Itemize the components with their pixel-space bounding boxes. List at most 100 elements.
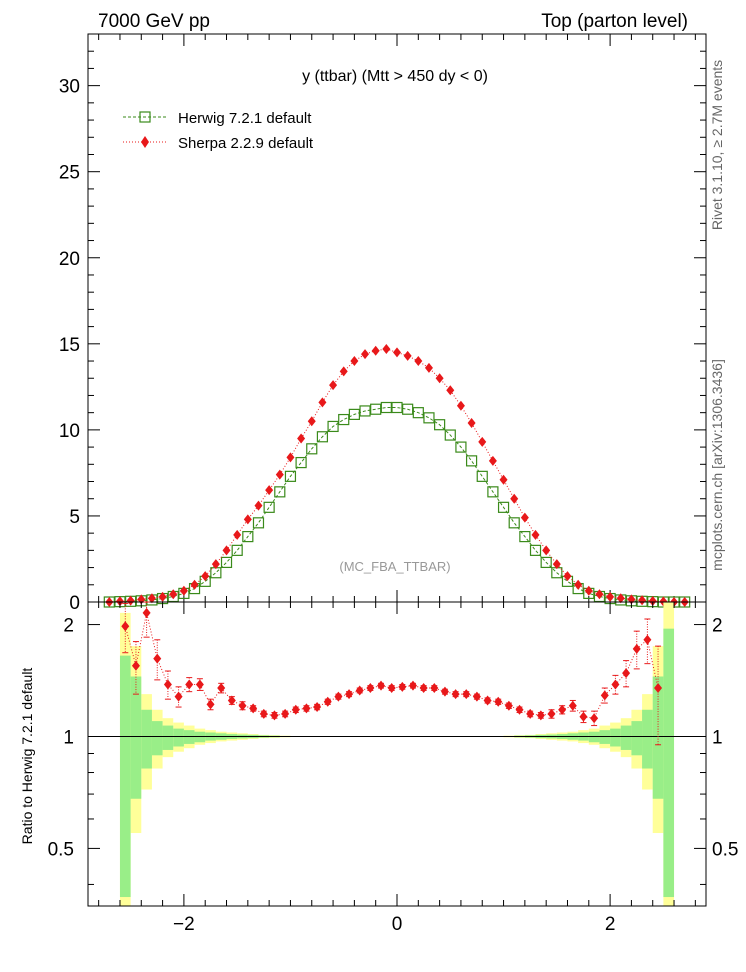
ratio-sherpa-data-point (323, 696, 332, 707)
sherpa-data-point (286, 452, 295, 463)
mcplots-side-label: mcplots.cern.ch [arXiv:1306.3436] (709, 359, 725, 571)
sherpa-data-point (574, 579, 583, 590)
sherpa-data-point (403, 350, 412, 361)
sherpa-data-point (265, 485, 274, 496)
ratio-sherpa-data-point (249, 703, 258, 714)
ratio-sherpa-data-point (504, 700, 513, 711)
ratio-sherpa-data-point (451, 689, 460, 700)
ratio-x-tick-label: 2 (605, 914, 616, 935)
sherpa-data-point (478, 436, 487, 447)
sherpa-data-point (467, 417, 476, 428)
herwig-data-point (242, 530, 254, 543)
ratio-sherpa-data-point (259, 708, 268, 719)
main-panel: 0 5 10 15 20 25 30 (59, 33, 707, 614)
sherpa-data-point (329, 380, 338, 391)
ratio-sherpa-data-point (654, 683, 663, 694)
sherpa-data-point (488, 455, 497, 466)
ratio-sherpa-data-point (430, 683, 439, 694)
sherpa-data-point (158, 591, 167, 602)
ratio-y-tick-label-right: 1 (712, 727, 723, 748)
ratio-sherpa-data-point (163, 679, 172, 690)
sherpa-data-point (222, 545, 231, 556)
main-axis-ticks: 0 5 10 15 20 25 30 (59, 33, 706, 614)
legend-marker-sherpa (141, 136, 149, 148)
sherpa-data-point (435, 373, 444, 384)
ratio-sherpa-data-point (643, 634, 652, 645)
ratio-sherpa-data-point (206, 699, 215, 710)
ratio-band-green-bin (620, 725, 632, 750)
sherpa-data-point (542, 545, 551, 556)
sherpa-data-point (520, 512, 529, 523)
herwig-data-point (412, 407, 424, 419)
main-y-tick-label: 0 (69, 593, 80, 614)
herwig-data-point (359, 405, 371, 417)
ratio-sherpa-data-point (494, 696, 503, 707)
main-y-tick-label: 20 (59, 249, 80, 270)
ratio-sherpa-data-point (408, 680, 417, 691)
ratio-sherpa-data-point (472, 691, 481, 702)
ratio-sherpa-data-point (579, 711, 588, 722)
ratio-x-tick-label: 0 (392, 914, 403, 935)
ratio-sherpa-data-point (302, 703, 311, 714)
ratio-sherpa-data-point (291, 704, 300, 715)
herwig-data-point (455, 441, 467, 453)
ratio-y-tick-label-right: 2 (712, 616, 723, 637)
main-y-tick-label: 10 (59, 421, 80, 442)
ratio-sherpa-data-point (440, 686, 449, 697)
ratio-sherpa-data-point (632, 643, 641, 654)
main-y-tick-label: 5 (69, 507, 80, 528)
herwig-data-point (263, 501, 275, 513)
herwig-data-point (476, 470, 488, 482)
main-chart-title: y (ttbar) (Mtt > 450 dy < 0) (302, 68, 488, 85)
ratio-sherpa-data-point (622, 668, 631, 679)
ratio-sherpa-data-point (281, 708, 290, 719)
ratio-y-tick-label: 0.5 (48, 839, 74, 860)
sherpa-data-point (552, 559, 561, 570)
chart-watermark: (MC_FBA_TTBAR) (339, 559, 450, 574)
ratio-band-green-bin (130, 676, 142, 799)
main-y-tick-label: 25 (59, 163, 80, 184)
ratio-band-green-bin (642, 709, 653, 769)
sherpa-data-point (371, 345, 380, 356)
ratio-sherpa-data-point (227, 695, 236, 706)
sherpa-data-point (201, 571, 210, 582)
header-left-label: 7000 GeV pp (98, 11, 210, 32)
ratio-sherpa-data-point (142, 607, 151, 618)
ratio-sherpa-data-point (153, 653, 162, 664)
ratio-sherpa-data-point (313, 702, 322, 713)
herwig-data-point (391, 401, 403, 414)
herwig-data-point (316, 431, 329, 443)
herwig-data-point (220, 556, 233, 569)
sherpa-data-point (243, 514, 252, 525)
ratio-y-tick-label-right: 0.5 (712, 839, 738, 860)
herwig-data-point (231, 544, 243, 556)
ratio-band-green-bin (610, 728, 621, 747)
herwig-data-point (519, 530, 531, 543)
ratio-band-green-bin (173, 728, 184, 747)
ratio-y-tick-label: 1 (63, 727, 74, 748)
sherpa-data-point (638, 595, 647, 606)
sherpa-data-point (169, 589, 178, 600)
main-y-tick-label: 15 (59, 335, 80, 356)
ratio-sherpa-data-point (526, 708, 535, 719)
ratio-band-green-bin (663, 628, 675, 898)
sherpa-data-point (147, 593, 156, 604)
herwig-data-point (306, 443, 318, 455)
header-right-label: Top (parton level) (541, 11, 688, 32)
legend-label-sherpa: Sherpa 2.2.9 default (178, 135, 314, 152)
ratio-series-layer (121, 601, 663, 746)
herwig-data-point (434, 419, 446, 431)
ratio-sherpa-data-point (387, 683, 396, 694)
sherpa-data-point (318, 397, 327, 408)
sherpa-data-point (233, 529, 242, 540)
ratio-sherpa-data-point (334, 691, 343, 702)
legend-entry-herwig: Herwig 7.2.1 default (123, 110, 312, 127)
rivet-side-label: Rivet 3.1.10, ≥ 2.7M events (709, 60, 725, 230)
herwig-data-point (540, 556, 552, 569)
sherpa-data-point (190, 579, 199, 590)
ratio-sherpa-data-point (419, 683, 428, 694)
ratio-panel: 0.5 0.5 1 1 2 2 −2 0 2 (48, 601, 738, 935)
ratio-sherpa-data-point (195, 679, 204, 690)
sherpa-data-point (211, 559, 220, 570)
sherpa-data-point (297, 433, 306, 444)
